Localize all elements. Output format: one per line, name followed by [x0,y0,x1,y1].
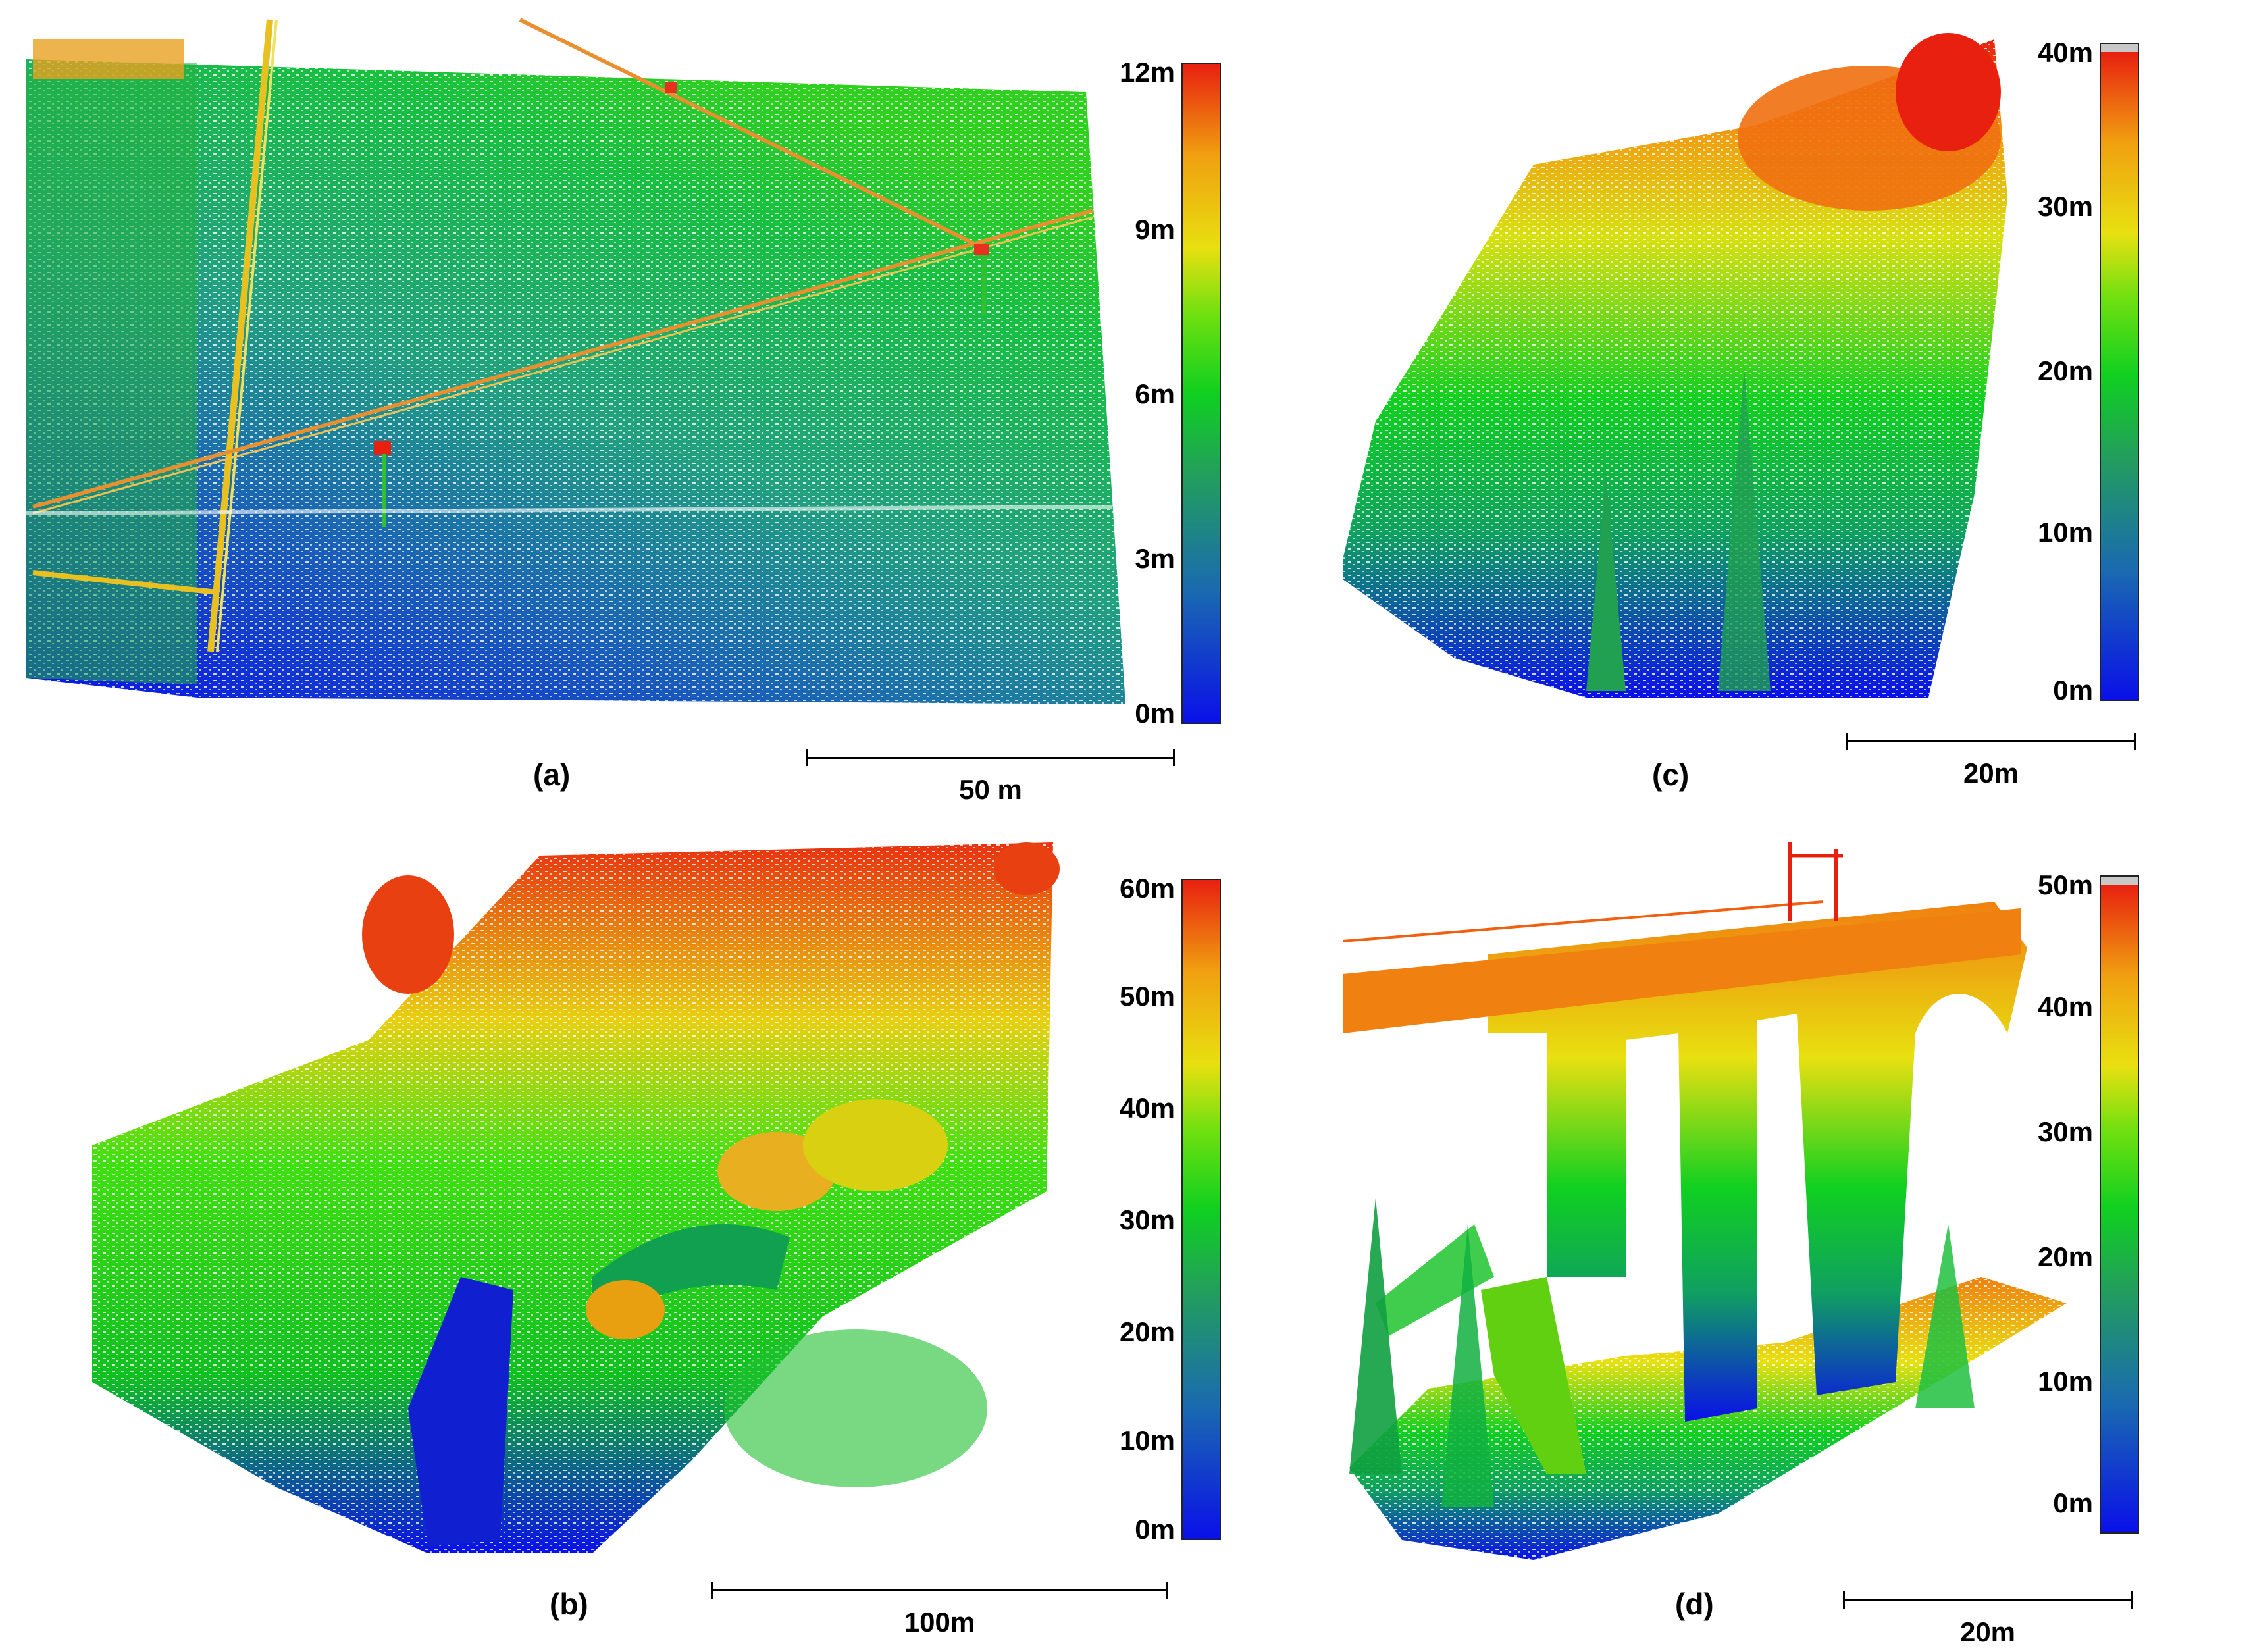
colorbar-tick: 9m [1135,214,1175,245]
colorbar-tick: 10m [2037,1366,2093,1397]
colorbar-tick: 0m [1135,698,1175,729]
colorbar-tick: 12m [1119,57,1175,88]
point-cloud-power-lines [26,18,1126,704]
colorbar-tick: 30m [1119,1204,1175,1235]
scale-bar: 100m [711,1582,1168,1642]
panel-label: (a) [533,758,571,792]
point-cloud-railway-bridge [1342,842,2067,1560]
point-cloud-tree-canopy [1343,33,2007,698]
panel-d: 50m 40m 30m 20m 10m 0m (d) 20m [1126,816,2251,1651]
colorbar-c [2100,43,2139,701]
pylon-top-marker [665,82,677,93]
point-cloud-forest-valley [92,842,1060,1553]
colorbar-tick: 0m [1135,1514,1175,1545]
scale-bar-label: 20m [1963,758,2019,788]
colorbar-tick: 30m [2037,1116,2093,1147]
colorbar-tick: 20m [2037,1241,2093,1272]
colorbar-tick: 40m [2037,991,2093,1022]
colorbar-tick: 6m [1135,378,1175,409]
colorbar-tick: 10m [2037,517,2093,548]
panel-b: 60m 50m 40m 30m 20m 10m 0m (b) 100m [0,816,1221,1651]
colorbar-tick: 30m [2037,191,2093,222]
colorbar-tick: 20m [1119,1316,1175,1347]
colorbar-b [1181,879,1221,1540]
colorbar-tick: 40m [1119,1093,1175,1123]
panel-c: 40m 30m 20m 10m 0m (c) 20m [1126,0,2251,816]
panel-label: (b) [550,1587,588,1621]
colorbar-tick: 0m [2053,675,2093,706]
scale-bar-label: 50 m [959,774,1022,805]
scale-bar: 20m [1843,1591,2133,1652]
colorbar-tick: 50m [2037,869,2093,900]
panel-a: 12m 9m 6m 3m 0m (a) 50 m [0,0,1221,816]
colorbar-a [1181,63,1221,724]
scale-bar-label: 20m [1959,1616,2016,1647]
pylon-top-marker [974,244,989,255]
colorbar-tick: 40m [2037,37,2093,68]
colorbar-tick: 20m [2037,355,2093,386]
panel-label: (c) [1652,758,1690,792]
colorbar-tick: 50m [1119,981,1175,1012]
colorbar-tick: 0m [2053,1487,2093,1518]
colorbar-tick: 10m [1119,1425,1175,1456]
scale-bar-label: 100m [904,1607,975,1638]
scale-bar: 20m [1846,733,2136,793]
colorbar-d [2100,875,2139,1534]
colorbar-tick: 60m [1119,873,1175,904]
pylon-top-marker [374,441,391,455]
colorbar-tick: 3m [1135,543,1175,574]
panel-label: (d) [1675,1587,1714,1621]
scale-bar: 50 m [806,749,1175,810]
